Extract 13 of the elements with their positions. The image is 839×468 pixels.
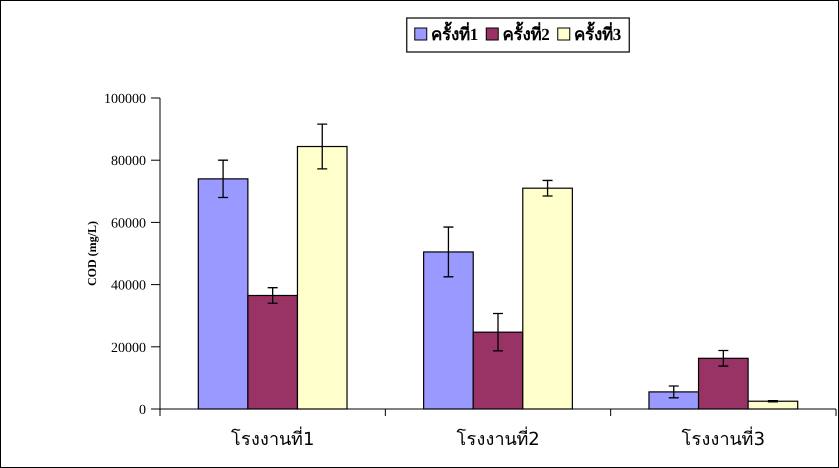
y-tick-label: 100000 bbox=[104, 92, 146, 107]
y-tick-label: 40000 bbox=[111, 278, 146, 294]
legend-label: ครั้งที่3 bbox=[574, 21, 622, 44]
x-tick-label: โรงงานที่1 bbox=[230, 426, 314, 450]
x-tick-label: โรงงานที่2 bbox=[456, 426, 540, 450]
y-tick-label: 60000 bbox=[111, 216, 146, 232]
y-tick-label: 0 bbox=[139, 403, 146, 418]
y-axis-title: COD (mg/L) bbox=[85, 221, 99, 286]
x-tick-label: โรงงานที่3 bbox=[682, 426, 766, 450]
legend-label: ครั้งที่1 bbox=[430, 21, 478, 44]
legend-label: ครั้งที่2 bbox=[502, 21, 550, 44]
y-tick-label: 20000 bbox=[111, 340, 146, 356]
y-tick-label: 80000 bbox=[111, 154, 146, 170]
